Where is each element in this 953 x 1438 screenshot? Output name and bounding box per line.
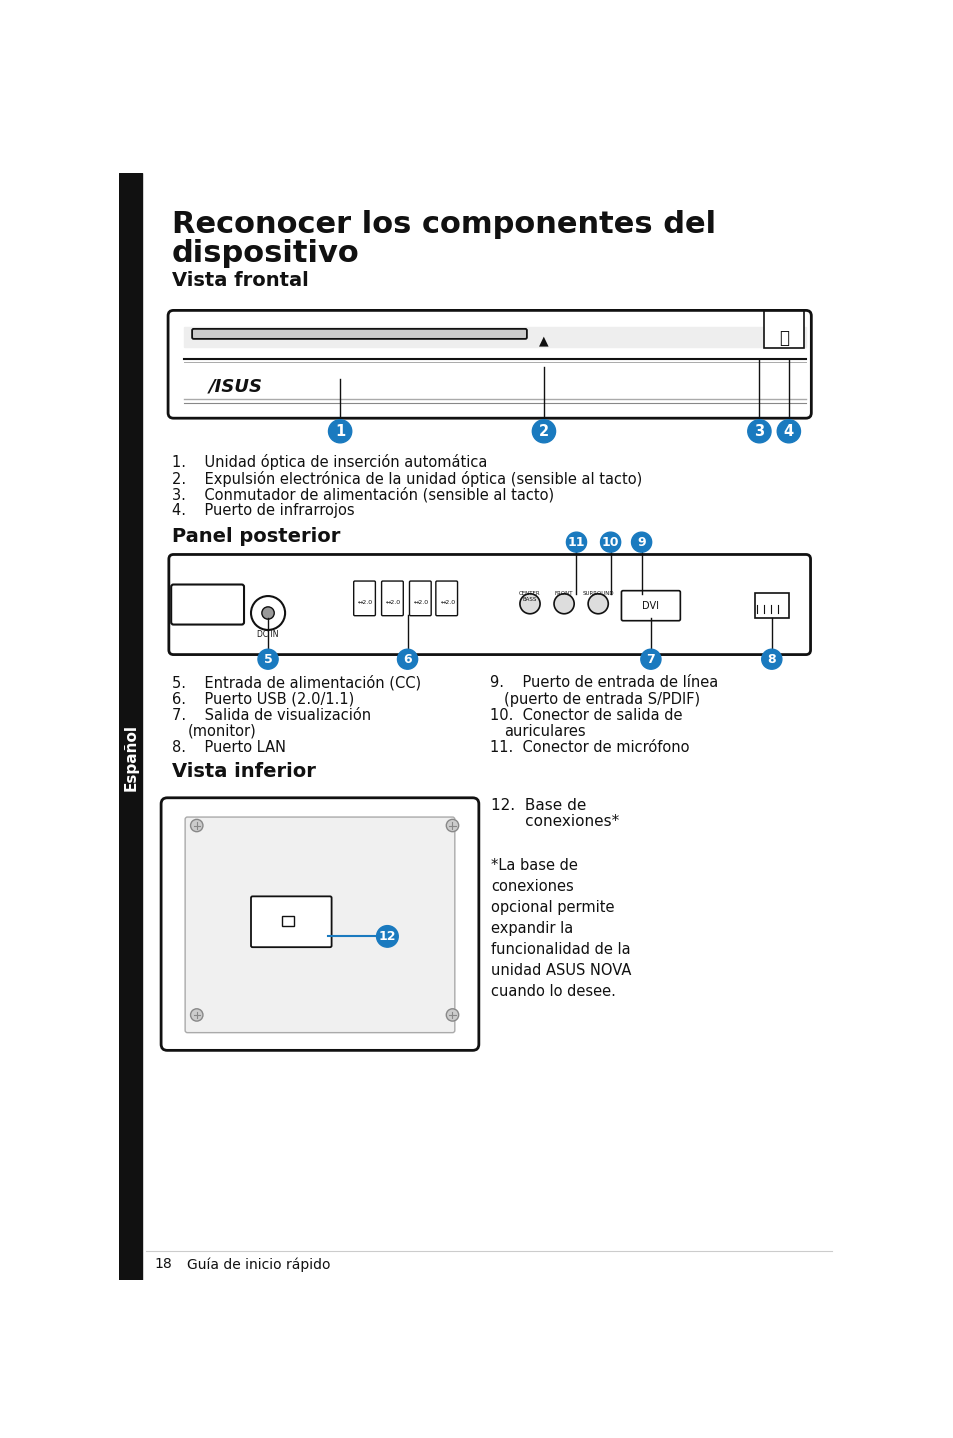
Circle shape [566, 532, 586, 552]
Text: (monitor): (monitor) [187, 723, 256, 739]
Circle shape [261, 607, 274, 620]
Text: DVI: DVI [641, 601, 659, 611]
Text: conexiones*: conexiones* [491, 814, 618, 828]
Text: 9: 9 [637, 536, 645, 549]
Text: /ISUS: /ISUS [208, 378, 262, 395]
FancyBboxPatch shape [168, 311, 810, 418]
Circle shape [376, 926, 397, 948]
Text: FRONT: FRONT [555, 591, 573, 597]
Text: (puerto de entrada S/PDIF): (puerto de entrada S/PDIF) [503, 692, 700, 706]
Text: ↔2.0: ↔2.0 [357, 600, 373, 605]
Text: *La base de
conexiones
opcional permite
expandir la
funcionalidad de la
unidad A: *La base de conexiones opcional permite … [491, 858, 631, 999]
Circle shape [631, 532, 651, 552]
FancyBboxPatch shape [436, 581, 457, 615]
Text: 2: 2 [538, 424, 548, 439]
Text: ↔2.0: ↔2.0 [440, 600, 455, 605]
Text: 6.    Puerto USB (2.0/1.1): 6. Puerto USB (2.0/1.1) [172, 692, 354, 706]
Circle shape [760, 649, 781, 669]
Circle shape [747, 420, 770, 443]
Text: auriculares: auriculares [503, 723, 584, 739]
Circle shape [640, 649, 660, 669]
Text: 1: 1 [335, 424, 345, 439]
Text: dispositivo: dispositivo [172, 239, 359, 267]
Text: 10: 10 [601, 536, 618, 549]
Text: SURROUND: SURROUND [581, 591, 614, 597]
Text: Vista frontal: Vista frontal [172, 272, 309, 290]
Circle shape [519, 594, 539, 614]
Circle shape [328, 420, 352, 443]
Text: ↔2.0: ↔2.0 [386, 600, 401, 605]
FancyBboxPatch shape [381, 581, 403, 615]
Text: 5: 5 [263, 653, 273, 666]
FancyBboxPatch shape [169, 555, 810, 654]
Bar [184, 326, 805, 347]
Text: 9.    Puerto de entrada de línea: 9. Puerto de entrada de línea [489, 676, 718, 690]
Text: 11: 11 [567, 536, 584, 549]
Circle shape [532, 420, 555, 443]
Text: 12: 12 [378, 930, 395, 943]
Bar [754, 592, 788, 617]
FancyBboxPatch shape [620, 591, 679, 621]
Text: Reconocer los componentes del: Reconocer los componentes del [172, 210, 716, 239]
FancyBboxPatch shape [192, 329, 526, 339]
Text: ⏻: ⏻ [779, 329, 788, 347]
Text: 11.  Conector de micrófono: 11. Conector de micrófono [489, 741, 688, 755]
Text: 7: 7 [646, 653, 655, 666]
Text: Guía de inicio rápido: Guía de inicio rápido [187, 1257, 331, 1271]
Text: 18: 18 [154, 1257, 172, 1271]
Text: 2.    Expulsión electrónica de la unidad óptica (sensible al tacto): 2. Expulsión electrónica de la unidad óp… [172, 470, 641, 486]
Circle shape [587, 594, 608, 614]
Text: 3.    Conmutador de alimentación (sensible al tacto): 3. Conmutador de alimentación (sensible … [172, 486, 554, 502]
Text: Panel posterior: Panel posterior [172, 526, 340, 546]
Text: Español: Español [123, 725, 138, 791]
Text: 8: 8 [766, 653, 776, 666]
Text: DC IN: DC IN [257, 630, 278, 638]
Text: CENTER
BASS: CENTER BASS [518, 591, 540, 603]
Bar [763, 311, 803, 348]
Circle shape [397, 649, 417, 669]
FancyBboxPatch shape [409, 581, 431, 615]
Circle shape [446, 820, 458, 831]
Text: 3: 3 [754, 424, 763, 439]
Text: 4: 4 [783, 424, 793, 439]
Circle shape [554, 594, 574, 614]
Bar [119, 173, 142, 1280]
Bar [282, 916, 294, 926]
Text: 6: 6 [403, 653, 412, 666]
Text: 5.    Entrada de alimentación (CC): 5. Entrada de alimentación (CC) [172, 676, 420, 690]
FancyBboxPatch shape [161, 798, 478, 1050]
Text: 12.  Base de: 12. Base de [491, 798, 586, 812]
Text: 4.    Puerto de infrarrojos: 4. Puerto de infrarrojos [172, 503, 355, 518]
Circle shape [446, 1009, 458, 1021]
Text: ↔2.0: ↔2.0 [414, 600, 429, 605]
FancyBboxPatch shape [354, 581, 375, 615]
Circle shape [251, 597, 285, 630]
Circle shape [191, 1009, 203, 1021]
Circle shape [599, 532, 620, 552]
Circle shape [257, 649, 278, 669]
Circle shape [777, 420, 800, 443]
FancyBboxPatch shape [251, 896, 332, 948]
FancyBboxPatch shape [185, 817, 455, 1032]
Text: 10.  Conector de salida de: 10. Conector de salida de [489, 707, 681, 723]
Text: 7.    Salida de visualización: 7. Salida de visualización [172, 707, 371, 723]
Text: 1.    Unidad óptica de inserción automática: 1. Unidad óptica de inserción automática [172, 454, 487, 470]
FancyBboxPatch shape [171, 584, 244, 624]
Circle shape [191, 820, 203, 831]
Text: Vista inferior: Vista inferior [172, 762, 315, 781]
Text: 8.    Puerto LAN: 8. Puerto LAN [172, 741, 286, 755]
Text: ▲: ▲ [538, 334, 548, 347]
